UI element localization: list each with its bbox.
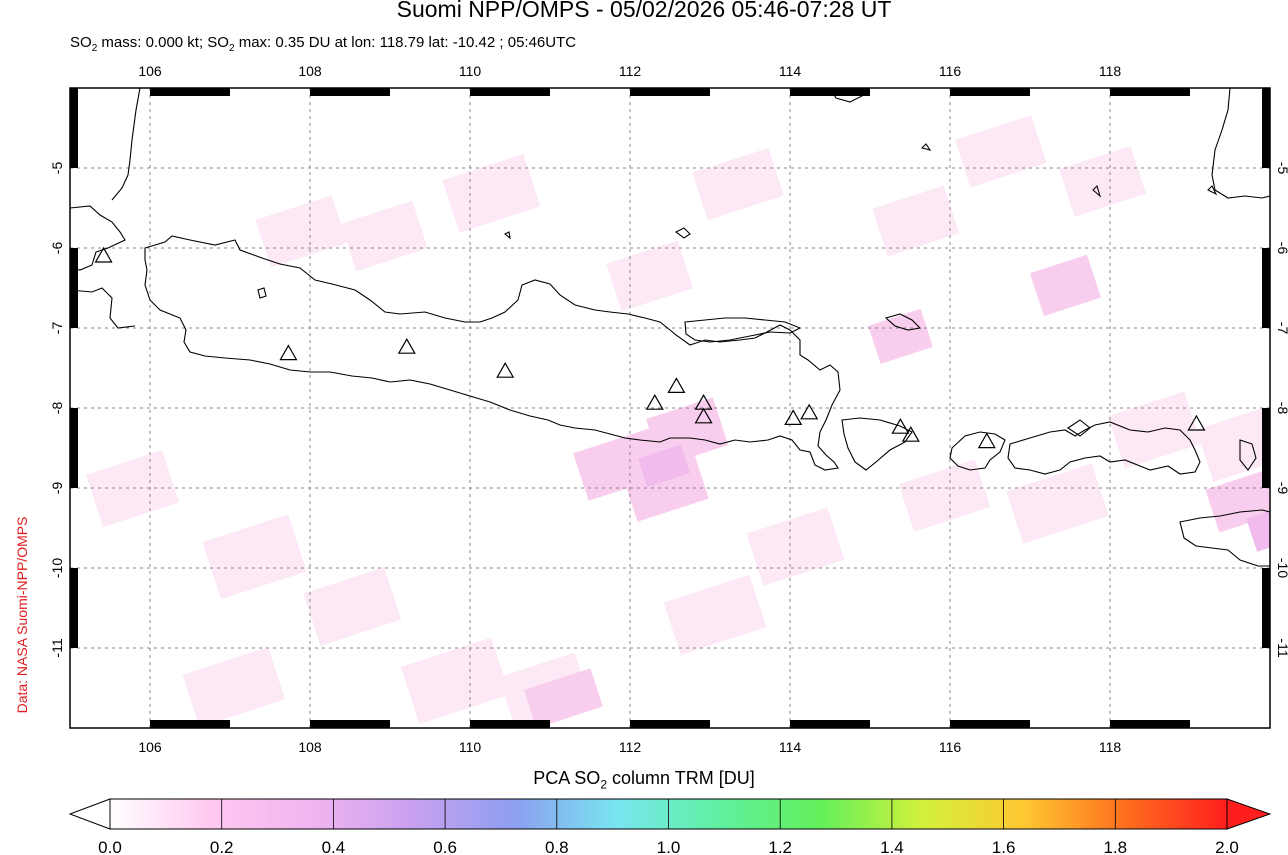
lat-tick-label-right: -6 — [1275, 242, 1288, 255]
colorbar-tick-label: 0.6 — [433, 838, 457, 855]
frame-bar-bottom — [790, 720, 870, 728]
frame-bar-left — [70, 408, 78, 488]
lat-tick-label-right: -8 — [1275, 402, 1288, 415]
colorbar-tick-label: 1.6 — [992, 838, 1016, 855]
frame-bar-top — [310, 88, 390, 96]
volcano-markers — [94, 246, 1206, 449]
volcano-marker — [667, 377, 686, 393]
colorbar-tick-label: 0.8 — [545, 838, 569, 855]
colorbar-tick-label: 1.0 — [657, 838, 681, 855]
frame-bar-bottom — [950, 720, 1030, 728]
lon-tick-label-bottom: 118 — [1099, 739, 1122, 755]
colorbar-tick-label: 1.4 — [880, 838, 904, 855]
frame-bar-top — [790, 88, 870, 96]
lat-tick-label-left: -6 — [49, 242, 65, 255]
volcano-marker — [1187, 414, 1206, 431]
lat-tick-label-left: -8 — [49, 402, 65, 415]
colorbar-tick-label: 2.0 — [1215, 838, 1239, 855]
colorbar-high-arrow — [1226, 798, 1272, 830]
lat-tick-label-right: -9 — [1275, 482, 1288, 495]
frame-bar-top — [950, 88, 1030, 96]
frame-bar-bottom — [630, 720, 710, 728]
lon-tick-label-top: 118 — [1099, 63, 1122, 79]
frame-bar-bottom — [310, 720, 390, 728]
frame-bar-top — [470, 88, 550, 96]
volcano-marker — [784, 409, 803, 425]
colorbar-tick-label: 1.2 — [768, 838, 792, 855]
volcano-marker — [94, 246, 113, 263]
lon-tick-label-bottom: 116 — [939, 739, 962, 755]
frame-bar-left — [70, 88, 78, 168]
lon-tick-label-top: 108 — [298, 63, 322, 79]
frame-bar-bottom — [1110, 720, 1190, 728]
volcano-marker — [397, 337, 416, 354]
volcano-marker — [279, 344, 298, 361]
lat-tick-label-left: -11 — [49, 638, 65, 657]
lon-tick-label-top: 106 — [138, 63, 162, 79]
lat-tick-label-left: -7 — [49, 322, 65, 335]
frame-bar-left — [70, 568, 78, 648]
colorbar-low-arrow — [68, 798, 111, 830]
so2-pixel-layer — [86, 115, 1270, 728]
lat-tick-label-right: -7 — [1275, 322, 1288, 335]
volcano-marker — [891, 417, 910, 434]
map-title: Suomi NPP/OMPS - 05/02/2026 05:46-07:28 … — [396, 0, 892, 22]
volcano-marker — [901, 425, 920, 442]
lat-tick-label-right: -10 — [1275, 558, 1288, 578]
frame-bar-top — [630, 88, 710, 96]
frame-bar-bottom — [150, 720, 230, 728]
frame-bar-right — [1262, 248, 1270, 328]
frame-bar-top — [1110, 88, 1190, 96]
lon-tick-label-bottom: 112 — [619, 739, 642, 755]
volcano-marker — [694, 407, 713, 424]
colorbar-title: PCA SO2 column TRM [DU] — [533, 768, 755, 792]
colorbar-tick-label: 1.8 — [1103, 838, 1127, 855]
frame-bar-right — [1262, 568, 1270, 648]
lon-tick-label-top: 114 — [779, 63, 802, 79]
colorbar-tick-label: 0.4 — [322, 838, 346, 855]
axis-labels: 106 106 108 108 110 110 112 112 114 114 116 116 118 1… — [49, 63, 1288, 755]
volcano-marker — [800, 403, 819, 420]
lat-tick-label-left: -10 — [49, 558, 65, 578]
volcano-marker — [496, 361, 515, 378]
frame-bar-right — [1262, 408, 1270, 488]
lon-tick-label-top: 110 — [459, 63, 482, 79]
coastlines — [70, 88, 1270, 567]
lon-tick-label-bottom: 106 — [138, 739, 162, 755]
map-frame — [69, 87, 1271, 729]
lon-tick-label-bottom: 108 — [298, 739, 322, 755]
colorbar: 0.0 0.2 0.4 0.6 0.8 1.0 1.2 1.4 1.6 1.8 2.0 — [68, 798, 1272, 855]
so2-summary: SO2 mass: 0.000 kt; SO2 max: 0.35 DU at … — [70, 34, 577, 54]
colorbar-tick-label: 0.2 — [210, 838, 234, 855]
lon-tick-label-top: 112 — [619, 63, 642, 79]
frame-bar-bottom — [470, 720, 550, 728]
lon-tick-label-bottom: 114 — [779, 739, 802, 755]
lon-tick-label-top: 116 — [939, 63, 962, 79]
frame-bar-left — [70, 248, 78, 328]
lat-tick-label-left: -5 — [49, 162, 65, 175]
frame-bar-top — [150, 88, 230, 96]
frame-bar-right — [1262, 88, 1270, 168]
lat-tick-label-right: -11 — [1275, 638, 1288, 657]
volcano-marker — [645, 393, 664, 410]
lat-lon-grid — [70, 88, 1270, 728]
colorbar-tick-label: 0.0 — [98, 838, 122, 855]
lat-tick-label-left: -9 — [49, 482, 65, 495]
lat-tick-label-right: -5 — [1275, 162, 1288, 175]
lon-tick-label-bottom: 110 — [459, 739, 482, 755]
volcano-marker — [977, 432, 996, 449]
